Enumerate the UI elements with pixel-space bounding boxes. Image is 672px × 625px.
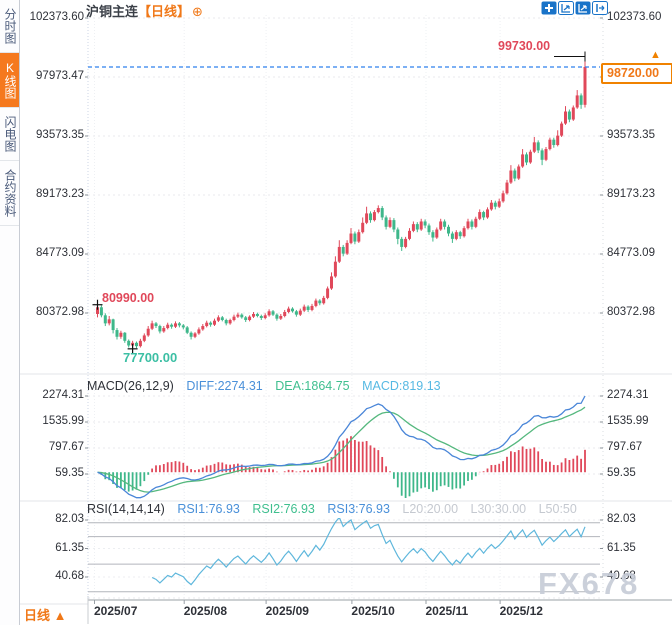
sidebar-item-contract-info[interactable]: 合约资料 bbox=[0, 161, 19, 226]
macd-tick-label: 797.67 bbox=[607, 441, 643, 453]
high-price-label: 99730.00 bbox=[498, 39, 551, 53]
rsi-tick-label: 61.35 bbox=[607, 541, 636, 554]
rsi-tick-label: 82.03 bbox=[607, 513, 636, 525]
rsi-title: RSI(14,14,14) bbox=[87, 502, 165, 516]
macd-tick-label: 797.67 bbox=[48, 441, 84, 453]
price-tick-label: 89173.23 bbox=[36, 188, 84, 200]
price-tick-label: 102373.60 bbox=[29, 11, 84, 23]
macd-tick-label: 2274.31 bbox=[42, 389, 84, 401]
macd-header: MACD(26,12,9) DIFF:2274.31 DEA:1864.75 M… bbox=[87, 379, 450, 393]
rsi-header: RSI(14,14,14) RSI1:76.93 RSI2:76.93 RSI3… bbox=[87, 502, 586, 516]
macd-dea-value: DEA:1864.75 bbox=[275, 379, 350, 393]
crosshair-icon[interactable] bbox=[541, 1, 557, 15]
rsi3-value: RSI3:76.93 bbox=[327, 502, 390, 516]
date-label: 2025/11 bbox=[425, 604, 469, 618]
rsi-tick-label: 82.03 bbox=[55, 513, 84, 525]
date-label: 2025/08 bbox=[183, 604, 228, 618]
macd-tick-label: 59.35 bbox=[55, 467, 84, 479]
price-tick-label: 93573.35 bbox=[607, 129, 655, 141]
chart-title: 沪铜主连【日线】 ⊕ bbox=[86, 1, 203, 20]
circled-plus-icon[interactable]: ⊕ bbox=[192, 4, 203, 19]
early-high-price-label: 80990.00 bbox=[102, 291, 155, 305]
sidebar-item-flash-chart[interactable]: 闪电图 bbox=[0, 108, 19, 161]
macd-tick-label: 1535.99 bbox=[607, 415, 649, 427]
period-tag: 【日线】 bbox=[138, 4, 191, 19]
last-price-badge: 98720.00 bbox=[601, 63, 672, 84]
date-label: 2025/09 bbox=[265, 604, 309, 618]
date-label: 2025/12 bbox=[499, 604, 543, 618]
price-tick-label: 97973.47 bbox=[36, 70, 84, 82]
macd-diff-value: DIFF:2274.31 bbox=[186, 379, 263, 393]
price-tick-label: 102373.60 bbox=[607, 11, 662, 23]
rsi-l30-value: L30:30.00 bbox=[470, 502, 527, 516]
sidebar-item-time-chart[interactable]: 分时图 bbox=[0, 0, 19, 53]
rsi-tick-label: 61.35 bbox=[55, 541, 84, 554]
price-tick-label: 93573.35 bbox=[36, 129, 84, 141]
watermark: FX678 bbox=[538, 566, 640, 601]
price-tick-label: 84773.09 bbox=[36, 247, 84, 259]
rsi-l50-value: L50:50 bbox=[538, 502, 577, 516]
axis-zoom-icon[interactable] bbox=[558, 1, 574, 15]
rsi2-value: RSI2:76.93 bbox=[252, 502, 315, 516]
rsi1-value: RSI1:76.93 bbox=[177, 502, 240, 516]
sidebar-item-kline-chart[interactable]: K线图 bbox=[0, 53, 19, 108]
price-tick-label: 89173.23 bbox=[607, 188, 655, 200]
rsi-tick-label: 40.68 bbox=[607, 570, 636, 582]
macd-title: MACD(26,12,9) bbox=[87, 379, 174, 393]
chart-toolbar bbox=[541, 1, 608, 15]
collapse-right-icon[interactable] bbox=[592, 1, 608, 15]
macd-tick-label: 59.35 bbox=[607, 467, 636, 479]
axis-zoom-active-icon[interactable] bbox=[575, 1, 591, 15]
price-tick-label: 80372.98 bbox=[607, 306, 655, 318]
low-price-label: 77700.00 bbox=[123, 350, 178, 365]
macd-tick-label: 1535.99 bbox=[42, 415, 84, 427]
sidebar: 分时图 K线图 闪电图 合约资料 bbox=[0, 0, 20, 625]
rsi-tick-label: 40.68 bbox=[55, 570, 84, 582]
date-label: 2025/07 bbox=[94, 604, 138, 618]
price-tick-label: 80372.98 bbox=[36, 306, 84, 318]
period-tab-daily[interactable]: 日线 ▲ bbox=[24, 608, 67, 623]
date-label: 2025/10 bbox=[351, 604, 395, 618]
macd-tick-label: 2274.31 bbox=[607, 389, 649, 401]
symbol-name: 沪铜主连 bbox=[86, 4, 139, 19]
macd-hist-value: MACD:819.13 bbox=[362, 379, 441, 393]
price-up-arrow-icon: ▲ bbox=[650, 49, 661, 61]
price-tick-label: 84773.09 bbox=[607, 247, 655, 259]
rsi-l20-value: L20:20.00 bbox=[402, 502, 459, 516]
